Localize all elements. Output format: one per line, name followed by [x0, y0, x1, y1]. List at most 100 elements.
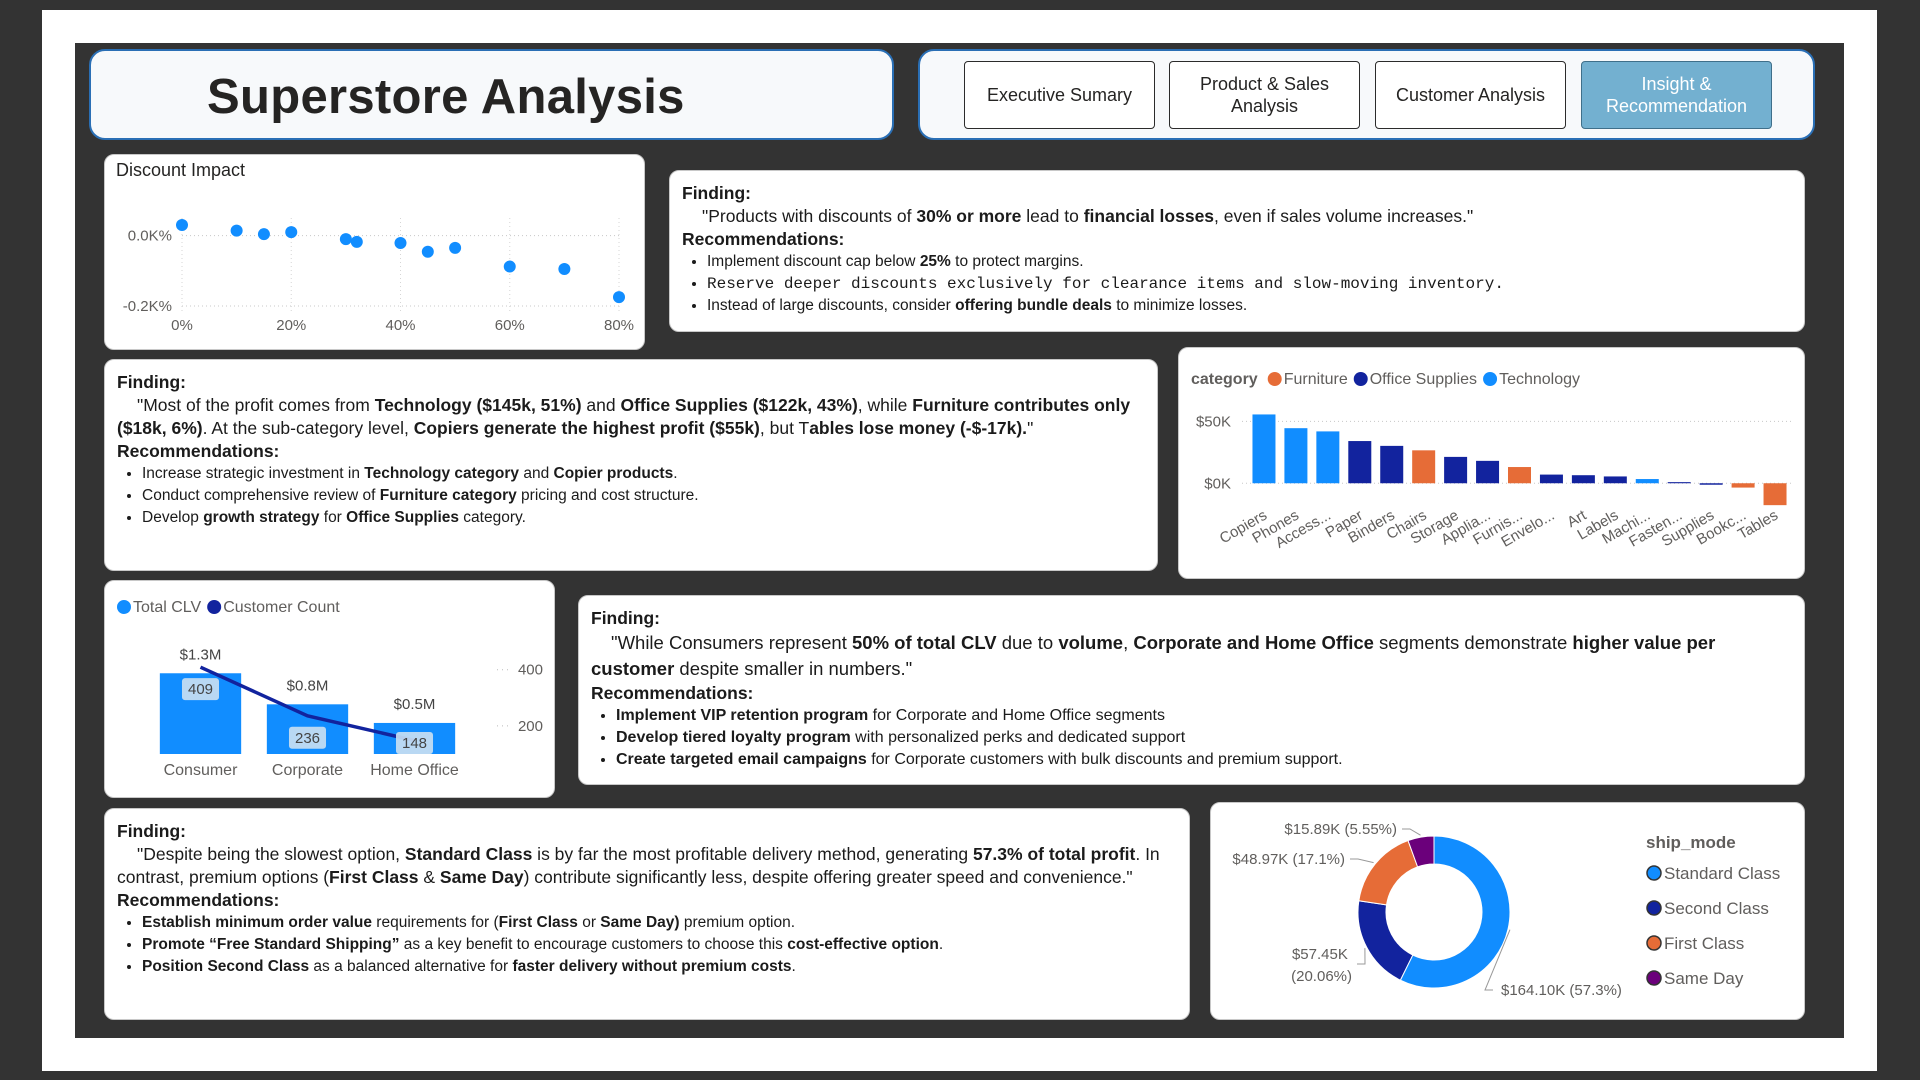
data-point — [558, 263, 571, 276]
leader-line — [1402, 828, 1421, 836]
text-run: "Most of the profit comes from — [137, 395, 375, 415]
recommendations-label: Recommendations: — [591, 683, 754, 703]
legend-marker — [117, 600, 131, 614]
text-run: Standard Class — [404, 844, 533, 864]
text-run: Furniture category — [379, 487, 517, 504]
legend-title: ship_mode — [1646, 833, 1736, 852]
text-run: is by far the most profitable delivery m… — [532, 844, 973, 864]
scatter-chart: Discount Impact 0.0K% -0.2K% 0% 20% 40% 60% 80% — [116, 160, 634, 334]
line — [199, 665, 415, 743]
title-panel: Superstore Analysis — [89, 49, 894, 140]
nav-tab[interactable]: Insight & Recommendation — [1581, 61, 1772, 129]
x-tick-label: 80% — [604, 317, 634, 334]
x-tick-label: Home Office — [370, 762, 459, 779]
bar — [1252, 414, 1276, 484]
bar — [1731, 483, 1755, 488]
bar — [1348, 441, 1372, 484]
recommendation: Increase strategic investment in Technol… — [142, 463, 1143, 485]
text-run: and — [581, 395, 621, 415]
nav-tab[interactable]: Product & Sales Analysis — [1169, 61, 1360, 129]
legend-marker — [1646, 970, 1662, 986]
text-run: Copiers generate the highest profit ($55… — [413, 418, 760, 438]
y2-tick-label: 200 — [518, 718, 543, 735]
finding-text: "Most of the profit comes from Technolog… — [117, 394, 1143, 440]
text-run: Position Second Class — [142, 958, 310, 975]
text-run: "Products with discounts of — [702, 206, 917, 226]
recommendations-label: Recommendations: — [117, 890, 280, 910]
text-run: financial losses — [1083, 206, 1215, 226]
insight-card: Finding: "Despite being the slowest optio… — [104, 808, 1190, 1020]
data-point — [257, 228, 270, 241]
finding-text: "Products with discounts of 30% or more … — [682, 205, 1790, 228]
legend-label: Customer Count — [223, 599, 340, 616]
text-run: to protect margins. — [950, 253, 1084, 270]
bar — [1603, 476, 1627, 484]
bar — [1316, 431, 1340, 484]
insight-card: Finding: "Most of the profit comes from T… — [104, 359, 1158, 571]
text-run: Corporate and Home Office — [1133, 632, 1374, 653]
legend-label: Same Day — [1664, 969, 1744, 988]
line-label: 409 — [181, 678, 220, 701]
legend-marker — [1267, 372, 1282, 386]
recommendation: Establish minimum order value requiremen… — [142, 912, 1175, 934]
bar — [1763, 483, 1787, 506]
data-point — [339, 233, 352, 246]
legend-marker — [1646, 935, 1662, 951]
bar — [1476, 460, 1500, 484]
finding-label: Finding: — [117, 821, 187, 841]
data-point — [350, 235, 363, 248]
recommendation: Position Second Class as a balanced alte… — [142, 956, 1175, 978]
text-run: premium option. — [679, 914, 796, 931]
bar-label: $0.8M — [280, 674, 335, 697]
text-run: Instead of large discounts, consider — [707, 297, 956, 314]
data-label: $164.10K (57.3%) — [1501, 982, 1622, 999]
x-tick-label: 40% — [385, 317, 415, 334]
bar — [1444, 456, 1468, 484]
finding-label: Finding: — [591, 608, 661, 628]
legend-label: Total CLV — [133, 599, 202, 616]
text-run: Copier products — [553, 465, 674, 482]
nav-tab[interactable]: Customer Analysis — [1375, 61, 1566, 129]
legend-label: Second Class — [1664, 899, 1769, 918]
bar — [1571, 475, 1595, 484]
text-run: . At the sub-category level, — [202, 418, 414, 438]
label-box — [395, 732, 434, 754]
recommendations-label: Recommendations: — [117, 441, 280, 461]
text-run: Implement discount cap below — [707, 253, 920, 270]
data-point — [503, 260, 516, 273]
text-run: " — [1027, 418, 1034, 438]
data-label: $0.5M — [394, 696, 436, 713]
text-run: Promote “Free Standard Shipping” — [142, 936, 400, 953]
legend-label: Furniture — [1284, 371, 1348, 388]
x-tick-label: Consumer — [164, 762, 238, 779]
nav-tab[interactable]: Executive Sumary — [964, 61, 1155, 129]
text-run: First Class — [498, 914, 578, 931]
text-run: Establish minimum order value — [142, 914, 372, 931]
x-tick-label: 0% — [171, 317, 193, 334]
text-run: offering bundle deals — [955, 297, 1112, 314]
data-point — [230, 224, 243, 237]
text-run: 30% or more — [916, 206, 1022, 226]
text-run: ) contribute significantly less, despite… — [523, 867, 1133, 887]
text-run: faster delivery without premium costs — [512, 958, 792, 975]
text-run: despite smaller in numbers." — [674, 658, 913, 679]
bar-label: $1.3M — [173, 643, 228, 666]
y-tick-label: -0.2K% — [123, 298, 172, 315]
data-label: $1.3M — [180, 646, 222, 663]
combo-chart: Total CLV Customer Count 200 400 Consumer Cor… — [117, 599, 543, 779]
text-run: . — [791, 958, 796, 975]
data-point — [449, 241, 462, 254]
recommendation-list: Establish minimum order value requiremen… — [117, 912, 1175, 978]
data-label: 236 — [295, 730, 320, 747]
text-run: lead to — [1021, 206, 1084, 226]
chart-card: category Furniture Office Supplies Technolo… — [1178, 347, 1805, 579]
leader-line — [1357, 948, 1366, 965]
insight-card: Finding: "Products with discounts of 30% … — [669, 170, 1805, 332]
text-run: Create targeted email campaigns — [616, 751, 867, 768]
bar-label: $0.5M — [387, 692, 442, 715]
data-label: $57.45K (20.06%) — [1291, 946, 1352, 985]
legend-label: First Class — [1664, 934, 1744, 953]
line-label: 148 — [395, 732, 434, 754]
bar — [1539, 474, 1563, 484]
data-point — [421, 245, 434, 258]
